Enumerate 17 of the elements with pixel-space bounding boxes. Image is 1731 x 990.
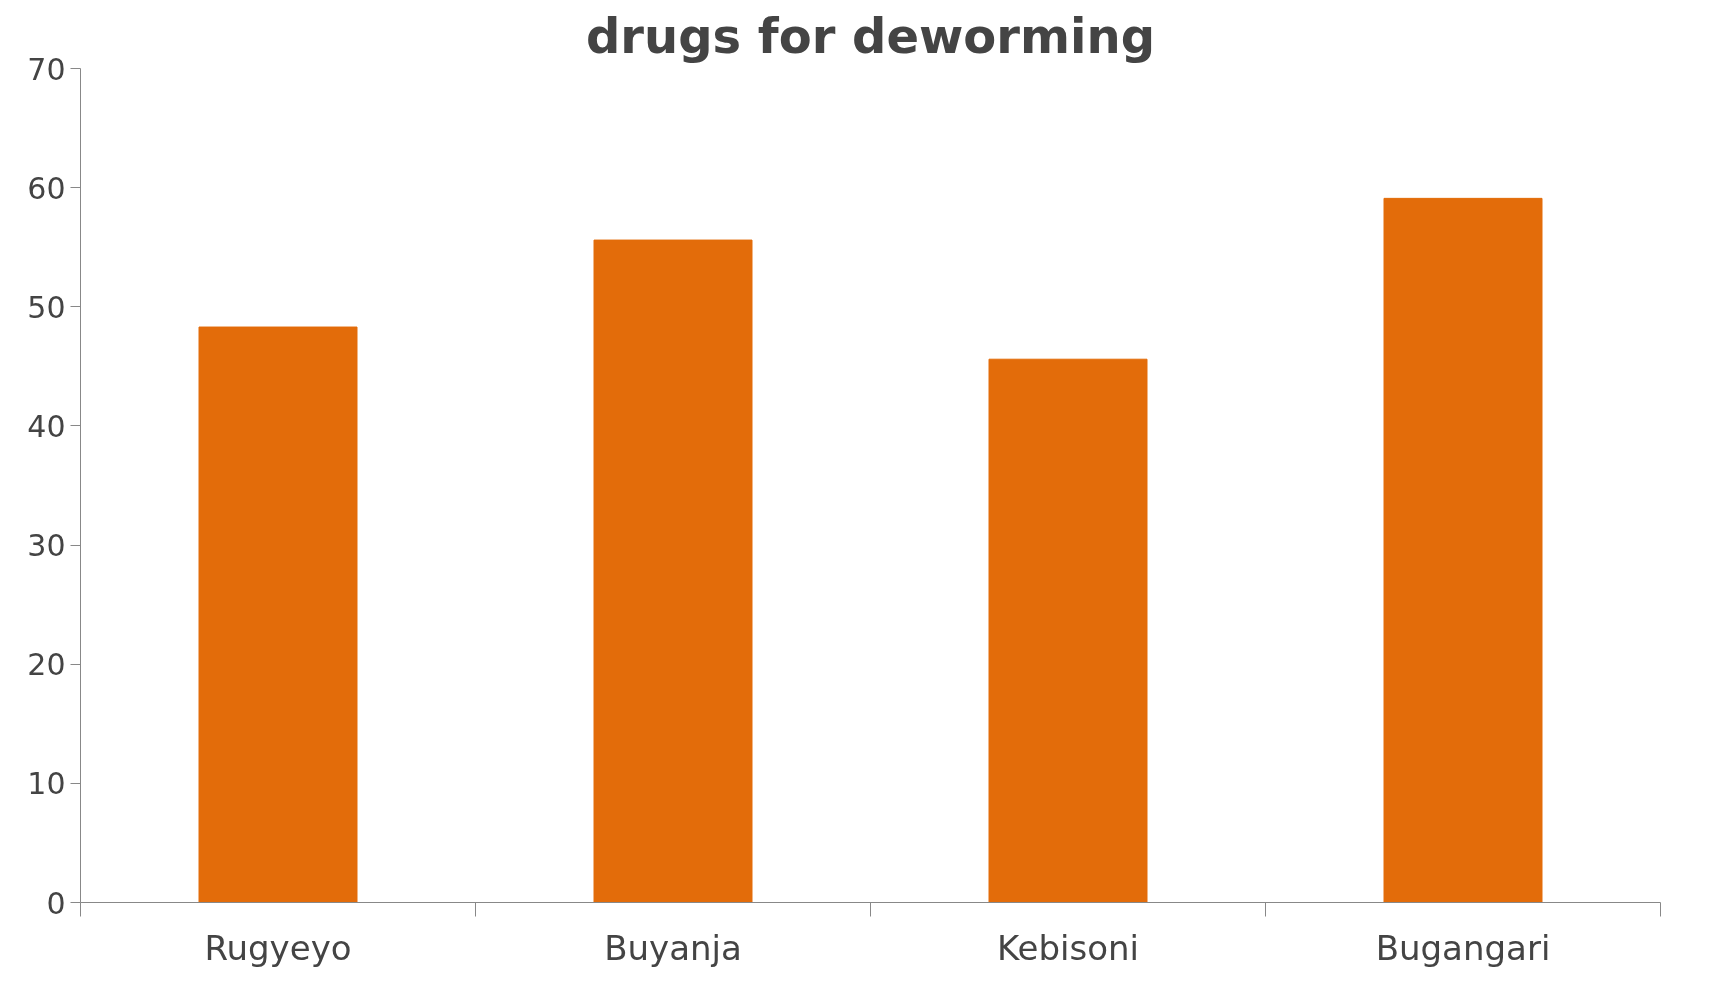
y-tick-label: 60 [27,170,66,206]
y-tick-label: 10 [27,766,66,802]
y-tick-label: 40 [27,408,66,444]
bar [1383,197,1543,903]
bar [198,326,358,903]
y-tick-label: 20 [27,647,66,683]
x-tick-label: Buyanja [604,927,742,968]
y-tick-label: 30 [27,528,66,564]
y-tick-label: 0 [46,885,66,921]
bar [593,239,753,903]
x-tick-label: Rugyeyo [204,927,352,968]
bar [988,358,1148,903]
y-tick-label: 50 [27,289,66,325]
x-tick-label: Bugangari [1375,927,1551,968]
x-tick-label: Kebisoni [996,927,1140,968]
y-tick-label: 70 [27,51,66,87]
chart-title: drugs for deworming [586,7,1155,64]
